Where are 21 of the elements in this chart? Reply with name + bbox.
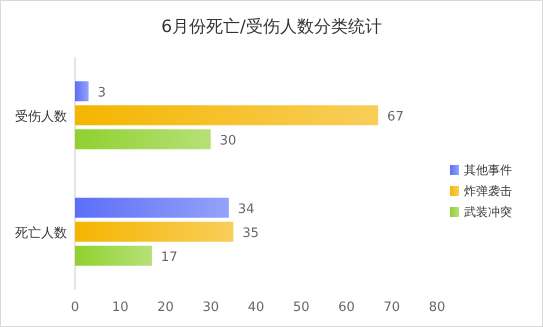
data-label: 67 bbox=[387, 109, 404, 124]
y-tick-label: 死亡人数 bbox=[15, 224, 67, 241]
x-tick-label: 50 bbox=[292, 300, 310, 315]
x-tick-label: 70 bbox=[383, 300, 400, 315]
data-label: 30 bbox=[220, 133, 236, 148]
x-tick-label: 80 bbox=[428, 300, 446, 315]
data-label: 3 bbox=[98, 85, 106, 100]
y-tick-label: 受伤人数 bbox=[15, 109, 67, 124]
x-tick-label: 30 bbox=[202, 300, 220, 315]
x-tick-label: 20 bbox=[157, 300, 174, 315]
legend-label: 武装冲突 bbox=[464, 205, 512, 219]
x-tick-label: 10 bbox=[112, 300, 129, 315]
x-tick-label: 0 bbox=[70, 300, 80, 315]
x-tick-label: 40 bbox=[248, 300, 264, 315]
title: 6月份死亡/受伤人数分类统计 bbox=[161, 17, 382, 37]
data-label: 17 bbox=[160, 250, 178, 265]
x-tick-label: 60 bbox=[338, 300, 355, 315]
data-label: 35 bbox=[242, 226, 259, 241]
data-label: 34 bbox=[238, 202, 254, 217]
legend-label: 其他事件 bbox=[464, 163, 512, 177]
legend-label: 炸弹袭击 bbox=[464, 184, 512, 198]
